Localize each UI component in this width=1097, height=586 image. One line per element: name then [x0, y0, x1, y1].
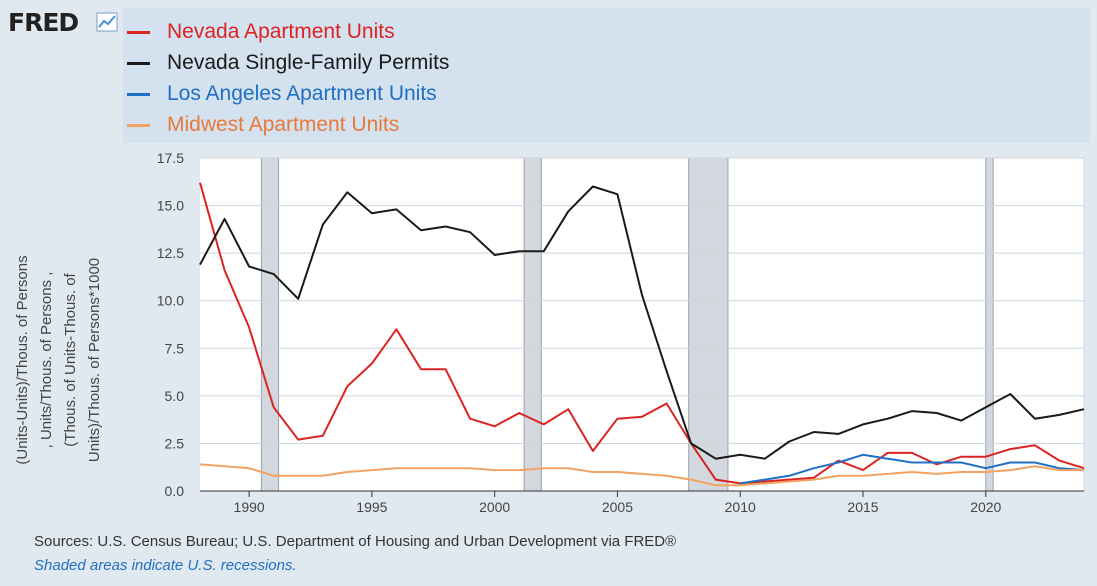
x-tick-label: 2005 — [602, 499, 633, 515]
fred-logo[interactable]: FRED — [8, 8, 79, 37]
recession-note: Shaded areas indicate U.S. recessions. — [34, 557, 297, 574]
x-tick-label: 1990 — [234, 499, 265, 515]
recession-band — [523, 157, 542, 492]
legend-label: Midwest Apartment Units — [167, 113, 400, 136]
legend-swatch — [127, 61, 150, 65]
legend-item[interactable]: Midwest Apartment Units — [123, 110, 399, 140]
y-tick-label: 15.0 — [157, 198, 184, 214]
legend-item[interactable]: Nevada Single-Family Permits — [123, 48, 449, 78]
y-tick-label: 10.0 — [157, 293, 184, 309]
x-tick-label: 2015 — [847, 499, 878, 515]
x-tick-label: 2000 — [479, 499, 510, 515]
legend-item[interactable]: Los Angeles Apartment Units — [123, 79, 437, 109]
x-tick-label: 1995 — [356, 499, 387, 515]
legend-label: Los Angeles Apartment Units — [167, 82, 437, 105]
series-line-3 — [199, 463, 1084, 487]
y-tick-label: 2.5 — [165, 435, 185, 451]
legend-label: Nevada Single-Family Permits — [167, 51, 450, 74]
x-tick-label: 2010 — [725, 499, 756, 515]
y-tick-label: 17.5 — [157, 150, 184, 166]
series-line-1 — [199, 185, 1085, 460]
legend-swatch — [127, 123, 150, 127]
recession-band — [260, 157, 280, 492]
series-line-2 — [740, 453, 1085, 485]
y-tick-label: 0.0 — [165, 483, 185, 499]
legend-label: Nevada Apartment Units — [167, 20, 395, 43]
recession-band — [985, 157, 994, 492]
y-axis-label: (Units-Units)/Thous. of Persons, Units/T… — [14, 255, 103, 464]
series-line-0 — [199, 182, 1085, 485]
plot-area — [200, 158, 1084, 491]
legend-swatch — [127, 30, 150, 34]
chart-trend-icon — [96, 12, 118, 32]
x-tick-label: 2020 — [970, 499, 1001, 515]
recession-band — [688, 157, 729, 492]
y-tick-label: 5.0 — [165, 388, 185, 404]
legend-swatch — [127, 92, 150, 96]
legend-item[interactable]: Nevada Apartment Units — [123, 17, 395, 47]
chart-legend: Nevada Apartment Units Nevada Single-Fami… — [123, 8, 1090, 143]
y-tick-label: 7.5 — [165, 340, 185, 356]
source-note: Sources: U.S. Census Bureau; U.S. Depart… — [34, 533, 677, 550]
y-tick-label: 12.5 — [157, 245, 184, 261]
svg-text:(Units-Units)/Thous. of Person: (Units-Units)/Thous. of Persons, Units/T… — [14, 255, 103, 464]
